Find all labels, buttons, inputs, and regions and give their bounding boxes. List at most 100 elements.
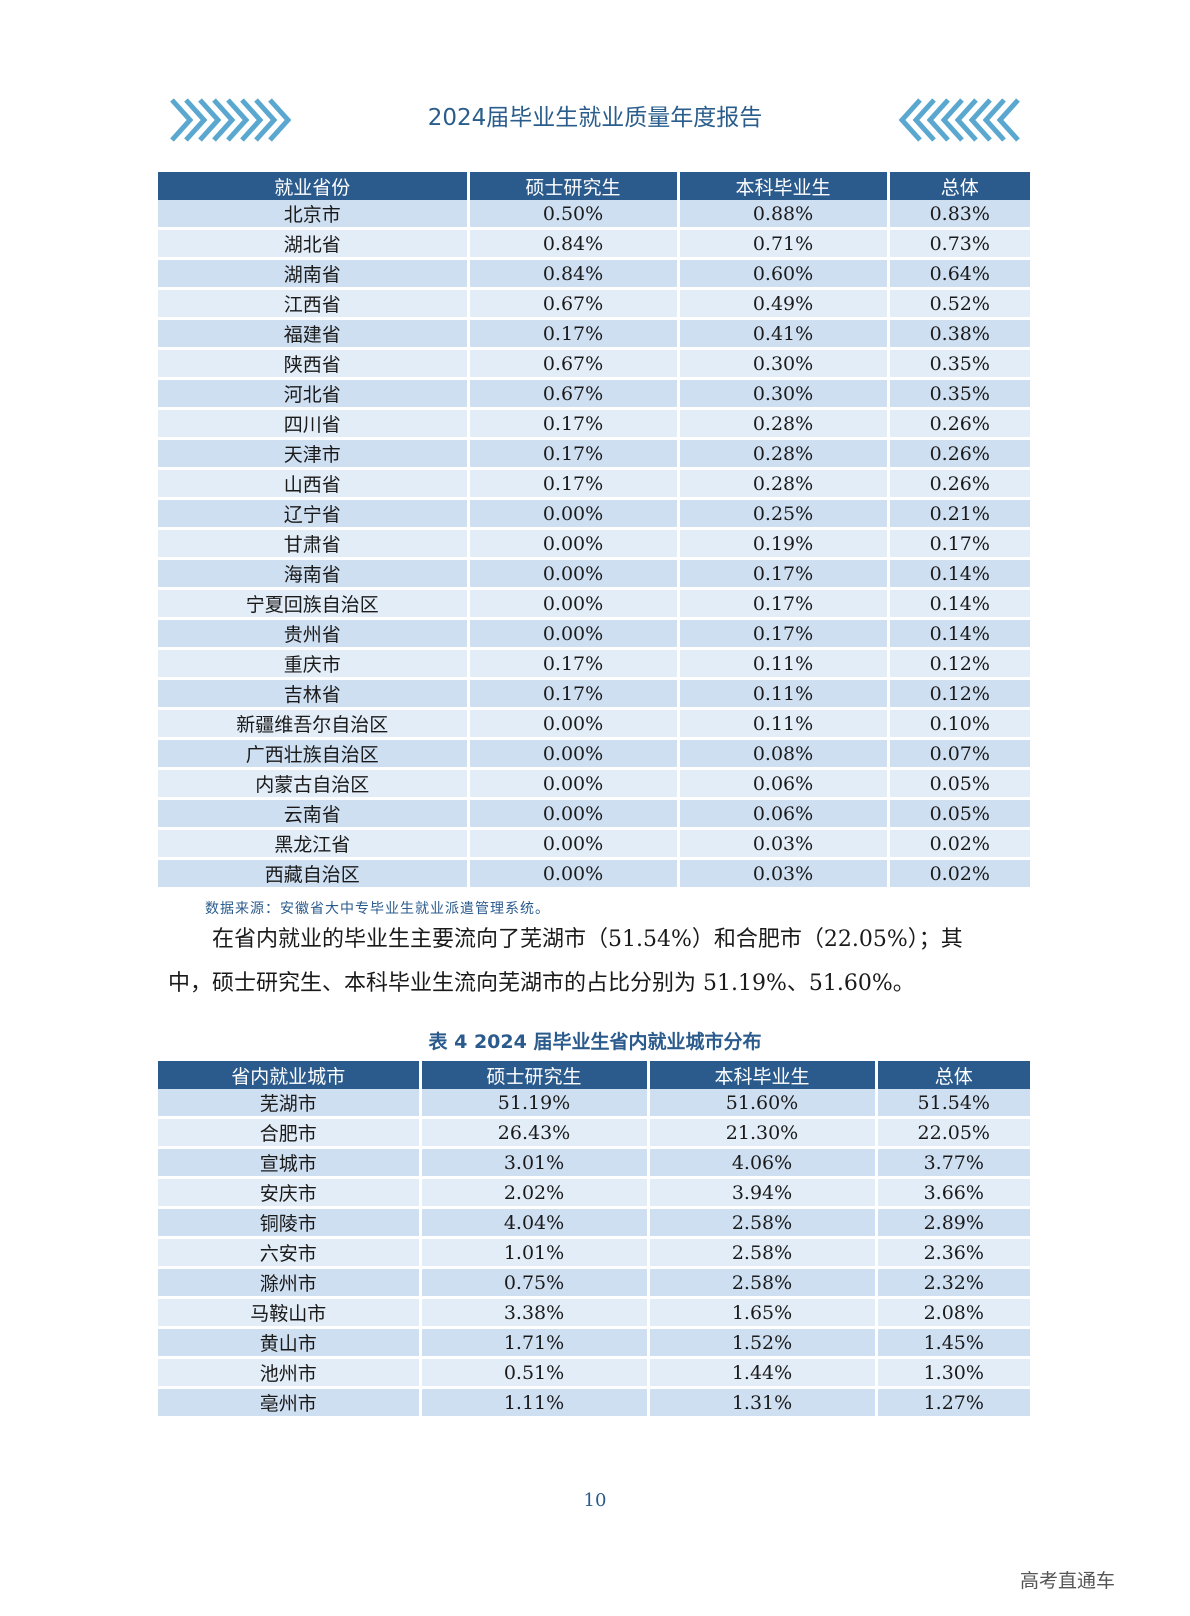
value-cell: 0.17%	[678, 558, 890, 590]
value-cell: 3.94%	[648, 1177, 878, 1209]
table-row: 海南省 0.00% 0.17% 0.14%	[158, 558, 1030, 590]
value-cell: 1.01%	[420, 1237, 650, 1269]
value-cell: 0.00%	[468, 708, 680, 740]
value-cell: 0.67%	[468, 378, 680, 410]
row-label-cell: 池州市	[158, 1357, 422, 1389]
table-row: 北京市 0.50% 0.88% 0.83%	[158, 200, 1030, 230]
value-cell: 1.65%	[648, 1297, 878, 1329]
page-number: 10	[583, 1490, 607, 1511]
row-label-cell: 芜湖市	[158, 1089, 422, 1119]
value-cell: 1.52%	[648, 1327, 878, 1359]
value-cell: 2.02%	[420, 1177, 650, 1209]
value-cell: 0.17%	[678, 618, 890, 650]
table-row: 广西壮族自治区 0.00% 0.08% 0.07%	[158, 738, 1030, 770]
value-cell: 0.08%	[678, 738, 890, 770]
value-cell: 0.00%	[468, 768, 680, 800]
table-row: 滁州市 0.75% 2.58% 2.32%	[158, 1267, 1030, 1299]
value-cell: 0.17%	[678, 588, 890, 620]
value-cell: 0.00%	[468, 558, 680, 590]
row-label-cell: 福建省	[158, 318, 470, 350]
table-row: 六安市 1.01% 2.58% 2.36%	[158, 1237, 1030, 1269]
row-label-cell: 辽宁省	[158, 498, 470, 530]
value-cell: 0.84%	[468, 228, 680, 260]
value-cell: 0.14%	[888, 588, 1030, 620]
watermark: 高考直通车	[1020, 1570, 1116, 1592]
table-row: 陕西省 0.67% 0.30% 0.35%	[158, 348, 1030, 380]
row-label-cell: 海南省	[158, 558, 470, 590]
row-label-cell: 广西壮族自治区	[158, 738, 470, 770]
value-cell: 1.30%	[876, 1357, 1030, 1389]
value-cell: 0.17%	[888, 528, 1030, 560]
value-cell: 0.17%	[468, 318, 680, 350]
row-label-cell: 陕西省	[158, 348, 470, 380]
value-cell: 0.84%	[468, 258, 680, 290]
value-cell: 2.58%	[648, 1207, 878, 1239]
row-label-cell: 四川省	[158, 408, 470, 440]
value-cell: 51.60%	[648, 1089, 878, 1119]
value-cell: 0.06%	[678, 798, 890, 830]
value-cell: 0.67%	[468, 348, 680, 380]
table-row: 池州市 0.51% 1.44% 1.30%	[158, 1357, 1030, 1389]
value-cell: 0.41%	[678, 318, 890, 350]
column-header: 总体	[876, 1061, 1030, 1089]
value-cell: 0.11%	[678, 648, 890, 680]
city-employment-table: 省内就业城市 硕士研究生 本科毕业生 总体 芜湖市 51.19% 51.60% 51.…	[158, 1061, 1030, 1419]
value-cell: 0.28%	[678, 408, 890, 440]
table-row: 福建省 0.17% 0.41% 0.38%	[158, 318, 1030, 350]
value-cell: 0.02%	[888, 858, 1030, 890]
value-cell: 0.02%	[888, 828, 1030, 860]
value-cell: 26.43%	[420, 1117, 650, 1149]
table-row: 芜湖市 51.19% 51.60% 51.54%	[158, 1089, 1030, 1119]
value-cell: 0.60%	[678, 258, 890, 290]
row-label-cell: 亳州市	[158, 1387, 422, 1419]
value-cell: 0.71%	[678, 228, 890, 260]
row-label-cell: 云南省	[158, 798, 470, 830]
value-cell: 0.00%	[468, 498, 680, 530]
chevron-arrows-icon	[898, 98, 1020, 142]
value-cell: 0.00%	[468, 798, 680, 830]
row-label-cell: 西藏自治区	[158, 858, 470, 890]
value-cell: 21.30%	[648, 1117, 878, 1149]
value-cell: 51.19%	[420, 1089, 650, 1119]
value-cell: 2.89%	[876, 1207, 1030, 1239]
value-cell: 0.75%	[420, 1267, 650, 1299]
column-header: 就业省份	[158, 172, 470, 200]
row-label-cell: 天津市	[158, 438, 470, 470]
value-cell: 0.30%	[678, 348, 890, 380]
value-cell: 0.03%	[678, 858, 890, 890]
table-caption: 表 4 2024 届毕业生省内就业城市分布	[428, 1031, 762, 1053]
value-cell: 2.32%	[876, 1267, 1030, 1299]
value-cell: 0.10%	[888, 708, 1030, 740]
value-cell: 0.64%	[888, 258, 1030, 290]
row-label-cell: 铜陵市	[158, 1207, 422, 1239]
value-cell: 0.35%	[888, 378, 1030, 410]
table-row: 黄山市 1.71% 1.52% 1.45%	[158, 1327, 1030, 1359]
row-label-cell: 宁夏回族自治区	[158, 588, 470, 620]
value-cell: 0.28%	[678, 468, 890, 500]
value-cell: 0.00%	[468, 828, 680, 860]
value-cell: 0.26%	[888, 408, 1030, 440]
table-row: 宁夏回族自治区 0.00% 0.17% 0.14%	[158, 588, 1030, 620]
value-cell: 0.03%	[678, 828, 890, 860]
table-row: 西藏自治区 0.00% 0.03% 0.02%	[158, 858, 1030, 890]
value-cell: 3.38%	[420, 1297, 650, 1329]
report-title: 2024届毕业生就业质量年度报告	[427, 105, 763, 131]
table-row: 合肥市 26.43% 21.30% 22.05%	[158, 1117, 1030, 1149]
row-label-cell: 河北省	[158, 378, 470, 410]
row-label-cell: 内蒙古自治区	[158, 768, 470, 800]
row-label-cell: 重庆市	[158, 648, 470, 680]
row-label-cell: 马鞍山市	[158, 1297, 422, 1329]
column-header: 本科毕业生	[678, 172, 890, 200]
value-cell: 0.05%	[888, 798, 1030, 830]
table-row: 天津市 0.17% 0.28% 0.26%	[158, 438, 1030, 470]
paragraph-line: 在省内就业的毕业生主要流向了芜湖市（51.54%）和合肥市（22.05%）；其	[212, 927, 963, 952]
table-row: 重庆市 0.17% 0.11% 0.12%	[158, 648, 1030, 680]
column-header: 省内就业城市	[158, 1061, 422, 1089]
value-cell: 0.00%	[468, 738, 680, 770]
value-cell: 2.36%	[876, 1237, 1030, 1269]
table-header-row: 就业省份 硕士研究生 本科毕业生 总体	[158, 172, 1030, 200]
value-cell: 0.12%	[888, 648, 1030, 680]
value-cell: 0.17%	[468, 468, 680, 500]
value-cell: 0.12%	[888, 678, 1030, 710]
data-source-note: 数据来源：安徽省大中专毕业生就业派遣管理系统。	[205, 901, 550, 917]
